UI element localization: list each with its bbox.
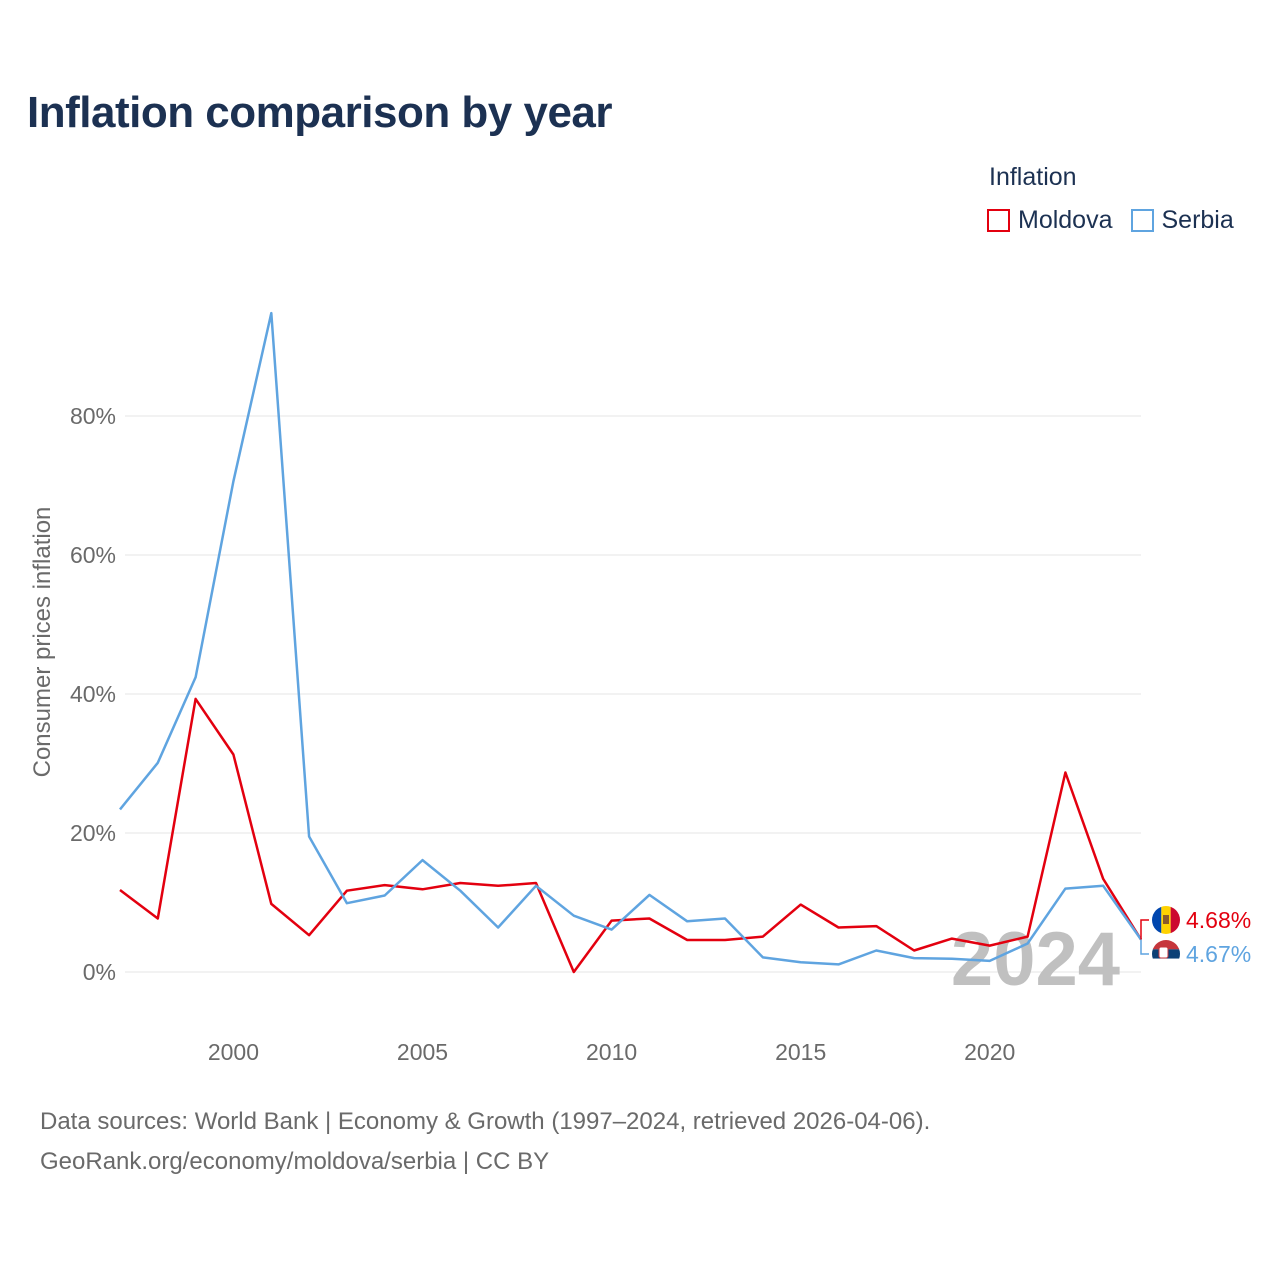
y-axis-ticks: 0% 20% 40% 60% 80% — [70, 403, 116, 985]
x-tick-label: 2010 — [586, 1039, 637, 1065]
legend-swatch-serbia — [1130, 209, 1154, 232]
end-connector — [1140, 919, 1149, 940]
footer-sources: Data sources: World Bank | Economy & Gro… — [40, 1108, 931, 1135]
x-tick-label: 2015 — [775, 1039, 826, 1065]
y-tick-label: 40% — [70, 681, 116, 707]
y-axis-label: Consumer prices inflation — [29, 507, 56, 778]
y-tick-label: 20% — [70, 820, 116, 846]
x-tick-label: 2000 — [208, 1039, 259, 1065]
x-tick-label: 2020 — [964, 1039, 1015, 1065]
legend: Moldova Serbia — [987, 206, 1234, 235]
series-lines — [119, 311, 1143, 974]
moldova-flag-icon — [1152, 906, 1180, 934]
legend-swatch-moldova — [987, 209, 1010, 232]
legend-label-moldova: Moldova — [1018, 206, 1113, 234]
footer-attribution: GeoRank.org/economy/moldova/serbia | CC … — [40, 1148, 550, 1175]
y-tick-label: 0% — [83, 959, 116, 985]
end-value-label-moldova: 4.68% — [1186, 907, 1251, 933]
end-connector — [1140, 939, 1149, 955]
serbia-flag-icon — [1152, 940, 1180, 968]
y-tick-label: 60% — [70, 542, 116, 568]
x-tick-label: 2005 — [397, 1039, 448, 1065]
legend-item-serbia[interactable]: Serbia — [1130, 206, 1234, 235]
end-markers: 4.68% 4.67% — [1140, 906, 1251, 968]
series-line-moldova[interactable] — [119, 697, 1143, 974]
chart-title: Inflation comparison by year — [27, 88, 613, 137]
inflation-line-chart: 0% 20% 40% 60% 80% 2000 2005 2010 2015 2020 Cons… — [29, 311, 1251, 1065]
legend-label-serbia: Serbia — [1161, 206, 1234, 234]
legend-item-moldova[interactable]: Moldova — [987, 206, 1113, 235]
x-axis-ticks: 2000 2005 2010 2015 2020 — [208, 1039, 1015, 1065]
end-value-label-serbia: 4.67% — [1186, 941, 1251, 967]
series-line-serbia[interactable] — [119, 311, 1143, 966]
legend-title: Inflation — [989, 163, 1077, 191]
gridlines — [125, 415, 1141, 973]
y-tick-label: 80% — [70, 403, 116, 429]
